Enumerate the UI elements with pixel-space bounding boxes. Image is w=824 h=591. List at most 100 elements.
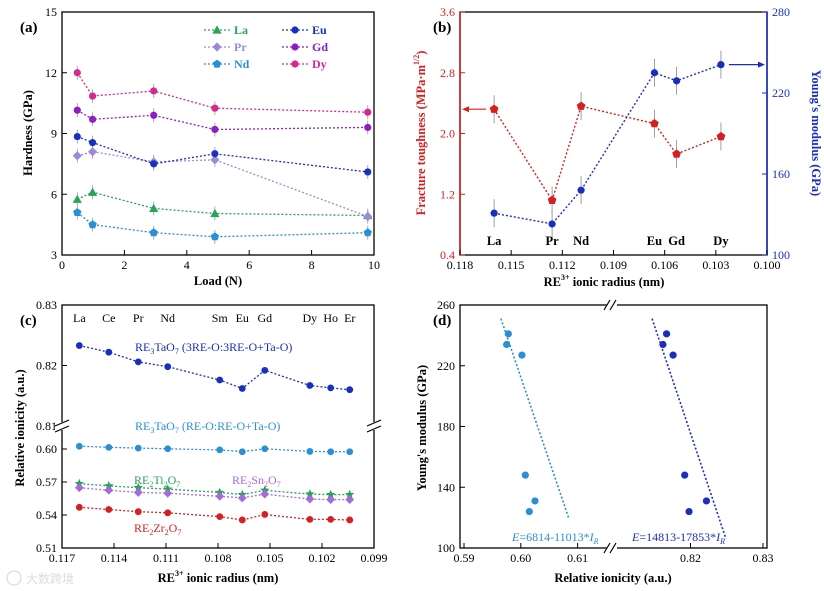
c-point [327,516,335,523]
b-line [493,105,722,202]
panel-c-series [74,342,355,524]
b-line [493,64,722,225]
panel-b-xlabel-sup: 3+ [561,273,570,282]
c-point [261,366,269,374]
s5-mid: Zr [153,521,164,535]
c-ytick-lower-label: 0.54 [36,508,57,522]
c-ytick-upper-label: 0.83 [36,298,57,312]
a-legend-marker-Eu [291,26,299,34]
c-point [238,448,246,456]
c-element-label: Eu [236,311,249,325]
panel-a-letter: (a) [20,20,38,36]
c-point [346,516,354,524]
d-point [662,330,671,338]
s5-sub1: 2 [149,528,153,537]
c-point [305,489,315,499]
c-point [215,491,225,501]
s5-sub3: 7 [177,528,181,537]
b-xtick-label: 0.103 [702,258,729,272]
d-point [525,507,533,516]
s5-pre: RE [134,521,149,535]
c-point [216,376,224,384]
panel-c-label-s5: RE2Zr2O7 [134,521,181,537]
d-fit-line [651,318,727,540]
b-point-modulus [490,209,498,217]
c-xtick-label: 0.099 [361,551,388,565]
b-ytick-left-label: 2.8 [440,66,455,80]
b-point-toughness [576,101,586,110]
b-category-label: La [487,234,502,248]
b-point-toughness [716,131,726,141]
panel-d-fit-label-2: E=14813-17853*IR [631,530,725,546]
panel-d-axis-break [603,299,617,554]
fit2-var: I [715,530,721,544]
panel-b-ylabel-left-close: ) [414,51,428,55]
a-point-La [72,194,82,203]
d-fit-line [500,318,570,520]
panel-c-label-s2: RE3TaO7 (RE-O:RE-O+Ta-O) [135,419,280,435]
s2-mid: TaO [154,419,175,433]
a-xtick-label: 2 [121,258,127,272]
b-point-modulus [650,69,659,77]
c-point [164,509,172,517]
s3-pre: RE [134,473,149,487]
a-point-Dy [73,69,81,77]
b-xtick-label: 0.115 [498,258,525,272]
panel-c-xlabel: RE3+ ionic radius (nm) [158,569,279,585]
a-point-Nd [73,208,82,216]
panel-c-label-s4: RE2Sn2O7 [232,473,281,489]
panel-b-xlabel-main: RE [544,275,561,289]
a-legend-label-Nd: Nd [234,57,250,71]
c-xtick-label: 0.105 [257,551,284,565]
panel-d-series [500,318,727,540]
d-xtick-label: 0.82 [680,551,701,565]
c-point [75,442,83,450]
panel-c-label-s1: RE3TaO7 (3RE-O:3RE-O+Ta-O) [135,340,292,356]
s4-mid: Sn [251,473,264,487]
a-line-Gd [76,109,368,131]
d-point [702,497,711,505]
c-point [238,385,246,392]
c-point [345,489,355,499]
a-legend-label-Pr: Pr [234,40,247,54]
panel-d-ylabel: Young's modulus (GPa) [415,365,429,491]
panel-c-xlabel-rest: ionic radius (nm) [184,571,279,585]
d-point [518,351,526,359]
c-element-label: Er [344,311,355,325]
s4-sub2: 2 [264,480,268,489]
b-category-label: Dy [713,234,729,248]
panel-b-series: La Pr Nd Eu Gd Dy [487,50,729,248]
d-xtick-label: 0.60 [510,551,531,565]
d-point [669,351,677,359]
s5-sub2: 2 [165,528,169,537]
panel-c-axis-break [54,419,382,433]
fit1-var: I [589,530,595,544]
c-point [260,489,270,499]
a-point-Dy [150,87,158,95]
c-point [326,495,336,504]
a-point-Gd [364,123,372,132]
c-point [74,478,84,488]
panel-b-ylabel-right: Young's modulus (GPa) [809,70,823,196]
c-line [79,344,350,391]
b-point-modulus [673,77,681,85]
s4-sub1: 2 [247,480,251,489]
s3-sub2: 2 [164,480,168,489]
c-element-label: La [73,311,86,325]
c-ytick-lower-label: 0.60 [36,442,57,456]
a-legend-label-Eu: Eu [312,23,327,37]
a-point-Dy [364,108,372,116]
c-point [346,386,354,394]
c-point [216,446,224,454]
c-element-label: Ho [323,311,338,325]
a-ytick-label: 6 [51,187,57,201]
b-xtick-label: 0.100 [754,258,781,272]
c-xtick-label: 0.102 [309,551,336,565]
c-xtick-label: 0.108 [205,551,232,565]
c-point [75,342,83,349]
a-xtick-label: 0 [59,258,65,272]
c-point [105,348,113,356]
s1-mid: TaO [154,340,175,354]
c-point [216,513,224,521]
a-point-Pr [72,151,82,161]
